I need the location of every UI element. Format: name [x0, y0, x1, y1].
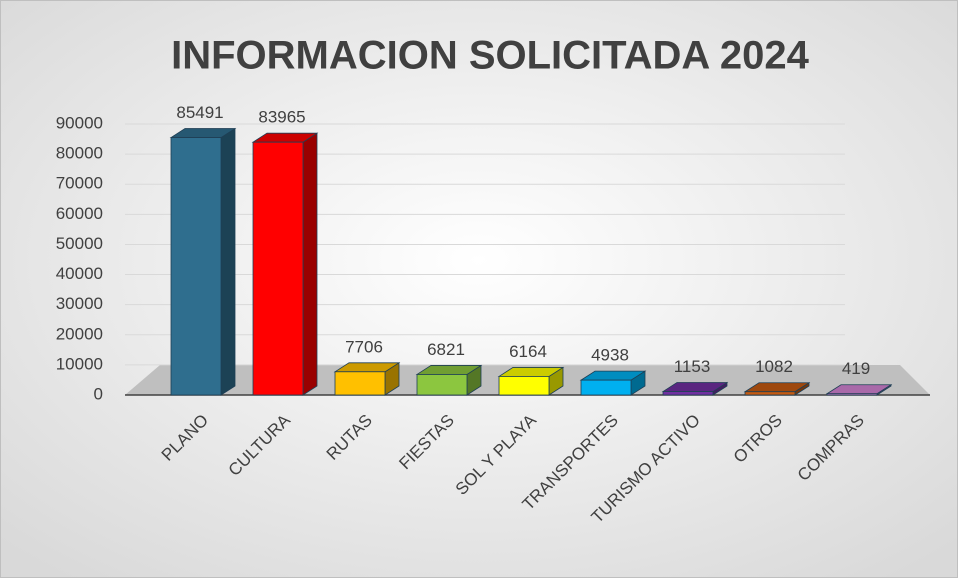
value-label: 419	[842, 359, 870, 378]
bar-side	[302, 132, 318, 396]
value-label: 83965	[258, 108, 305, 127]
y-tick-label: 50000	[56, 234, 103, 253]
value-label: 6821	[427, 340, 465, 359]
y-tick-label: 30000	[56, 294, 103, 313]
grid	[125, 123, 845, 366]
y-tick-label: 20000	[56, 324, 103, 343]
bar	[744, 391, 796, 396]
value-label: 7706	[345, 337, 383, 356]
bar	[416, 374, 468, 396]
bar	[252, 141, 304, 396]
y-tick-label: 10000	[56, 354, 103, 373]
y-tick-label: 70000	[56, 174, 103, 193]
bar	[580, 379, 632, 396]
bar	[334, 371, 386, 396]
value-label: 6164	[509, 342, 547, 361]
y-tick-label: 0	[94, 384, 103, 403]
chart-title: INFORMACION SOLICITADA 2024	[171, 34, 810, 78]
value-label: 1153	[674, 357, 711, 376]
y-tick-label: 60000	[56, 204, 103, 223]
y-tick-label: 80000	[56, 144, 103, 163]
bar	[498, 376, 550, 396]
bar-side	[220, 127, 236, 396]
value-label: 1082	[755, 357, 793, 376]
bar	[170, 137, 222, 396]
y-tick-label: 40000	[56, 264, 103, 283]
value-label: 4938	[591, 346, 629, 365]
y-tick-label: 90000	[56, 113, 103, 132]
bar	[826, 393, 878, 396]
value-label: 85491	[176, 103, 223, 122]
bar	[662, 391, 714, 396]
